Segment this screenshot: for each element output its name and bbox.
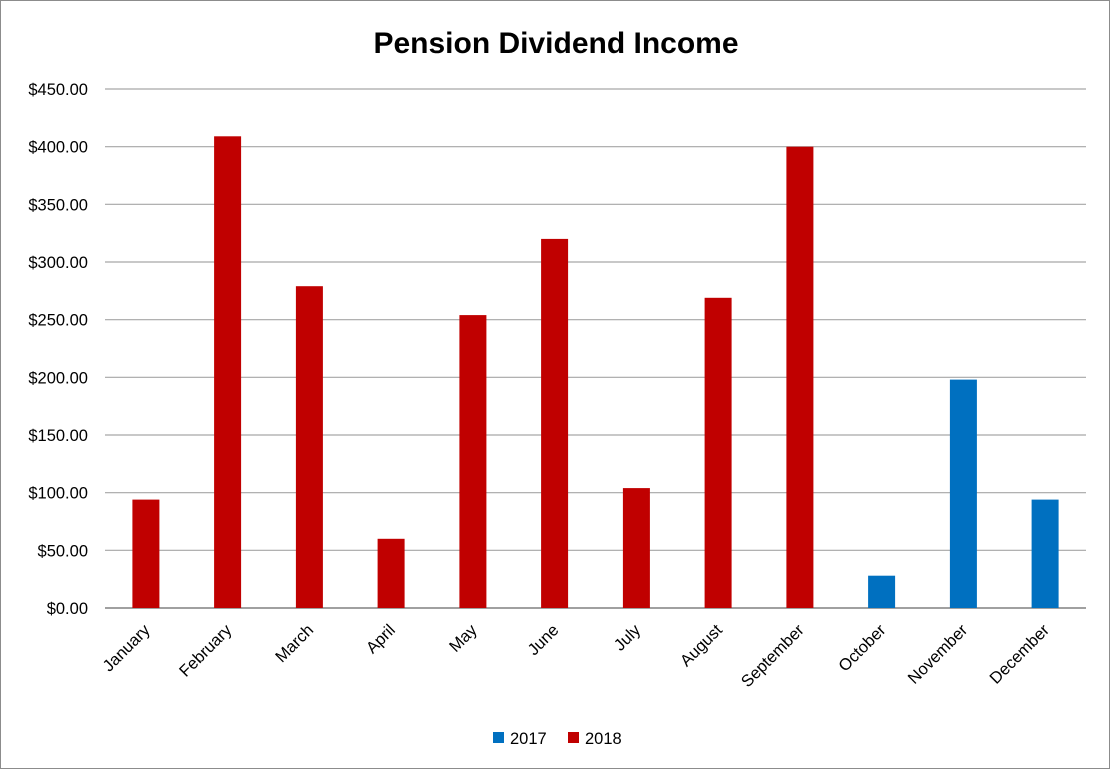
legend-label-2018: 2018 <box>585 730 622 748</box>
y-tick-label: $0.00 <box>47 600 88 618</box>
y-tick-label: $200.00 <box>28 369 88 387</box>
y-tick-label: $150.00 <box>28 427 88 445</box>
x-tick-label: June <box>524 621 562 659</box>
chart-title: Pension Dividend Income <box>373 27 738 60</box>
x-tick-label: October <box>835 621 890 676</box>
x-tick-label: November <box>905 621 972 688</box>
x-tick-label: February <box>176 621 236 681</box>
bar-2018-june <box>541 238 569 608</box>
bar-2017-november <box>949 379 977 608</box>
bar-2018-march <box>295 286 323 608</box>
x-tick-label: December <box>986 621 1053 688</box>
y-tick-label: $250.00 <box>28 312 88 330</box>
y-tick-label: $50.00 <box>38 542 88 560</box>
bar-2017-october <box>868 575 896 608</box>
legend-label-2017: 2017 <box>510 730 547 748</box>
bar-2018-april <box>377 538 405 608</box>
y-tick-label: $100.00 <box>28 485 88 503</box>
y-tick-label: $300.00 <box>28 254 88 272</box>
bar-2018-july <box>622 488 650 608</box>
y-axis-tick-labels: $0.00 $50.00 $100.00 $150.00 $200.00 $250.00 $… <box>28 81 88 618</box>
gridlines <box>105 88 1086 609</box>
x-tick-label: April <box>363 621 399 657</box>
bar-2018-february <box>214 136 242 609</box>
bar-2018-may <box>459 315 487 608</box>
x-tick-label: July <box>611 621 645 655</box>
bar-2018-august <box>704 297 732 608</box>
legend: 2017 2018 <box>493 730 622 748</box>
bar-2017-december <box>1031 499 1059 608</box>
bars <box>132 136 1059 609</box>
bar-2018-january <box>132 499 160 608</box>
x-tick-label: January <box>99 621 154 676</box>
x-tick-label: May <box>446 621 481 656</box>
x-tick-label: August <box>677 621 726 670</box>
y-tick-label: $450.00 <box>28 81 88 99</box>
x-axis-tick-labels: January February March April May June July Augu… <box>99 621 1053 691</box>
legend-swatch-2017 <box>493 732 504 743</box>
x-tick-label: March <box>272 621 317 666</box>
legend-swatch-2018 <box>568 732 579 743</box>
y-tick-label: $400.00 <box>28 139 88 157</box>
bar-2018-september <box>786 146 814 608</box>
y-tick-label: $350.00 <box>28 196 88 214</box>
x-tick-label: September <box>738 621 808 691</box>
